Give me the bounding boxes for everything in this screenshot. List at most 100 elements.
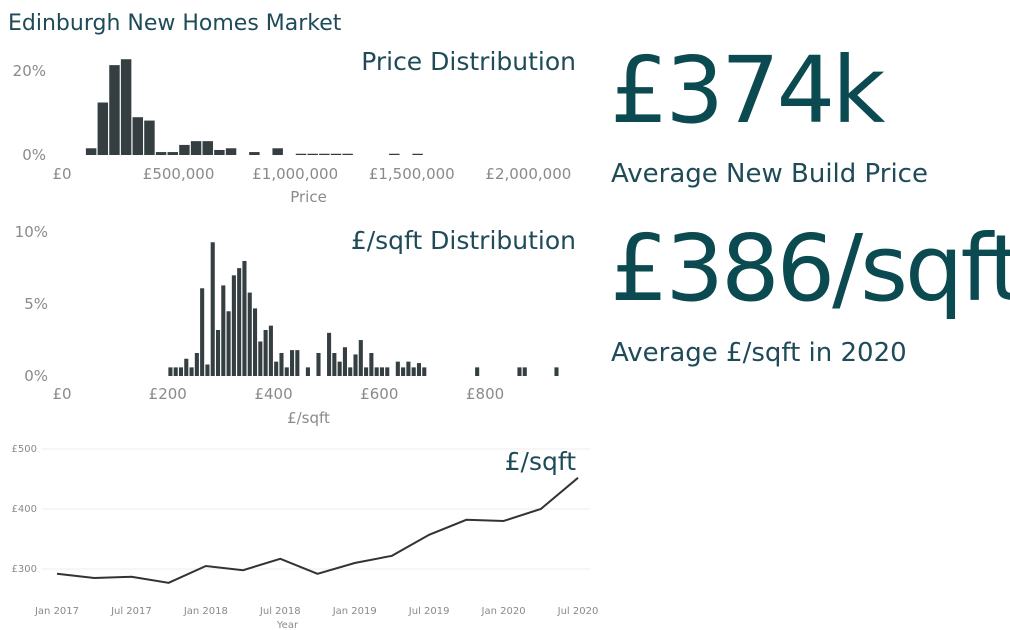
y-tick-label: 20% xyxy=(13,62,46,80)
histogram-bar xyxy=(247,292,252,376)
histogram-bar xyxy=(210,242,215,376)
histogram-bar xyxy=(189,367,194,376)
x-tick-label: £1,000,000 xyxy=(252,165,338,183)
x-tick-label: Jul 2019 xyxy=(408,606,450,617)
histogram-bar xyxy=(353,354,358,376)
histogram-bar xyxy=(305,367,310,376)
histogram-bar xyxy=(144,120,155,155)
x-tick-label: £600 xyxy=(360,385,398,403)
histogram-bar xyxy=(385,367,390,376)
histogram-bar xyxy=(316,352,321,376)
histogram-bar xyxy=(342,153,353,155)
histogram-bar xyxy=(330,153,342,155)
histogram-bar xyxy=(389,153,400,155)
histogram-bar xyxy=(225,148,237,155)
histogram-bar xyxy=(522,367,527,376)
histogram-bar xyxy=(97,102,109,155)
x-tick-label: £500,000 xyxy=(143,165,215,183)
histogram-bar xyxy=(295,350,300,376)
histogram-bar xyxy=(155,152,167,155)
x-tick-label: £2,000,000 xyxy=(485,165,571,183)
histogram-bar xyxy=(268,325,273,376)
histogram-bar xyxy=(178,367,184,376)
histogram-bar xyxy=(231,275,236,376)
histogram-bar xyxy=(416,363,422,376)
y-tick-label: 10% xyxy=(15,223,48,241)
x-tick-label: £0 xyxy=(52,165,71,183)
histogram-bar xyxy=(258,341,263,376)
histogram-bar xyxy=(237,268,242,376)
histogram-bar xyxy=(263,329,268,376)
x-axis-label: £/sqft xyxy=(287,409,330,427)
histogram-bar xyxy=(221,285,226,376)
histogram-bar xyxy=(215,329,221,376)
histogram-bar xyxy=(337,361,342,376)
x-axis-label: Price xyxy=(290,188,327,206)
histogram-bar xyxy=(214,149,225,155)
page-title: Edinburgh New Homes Market xyxy=(8,11,342,36)
histogram-bar xyxy=(358,340,363,376)
histogram-bar xyxy=(395,361,400,376)
kpi-label: Average £/sqft in 2020 xyxy=(611,338,907,368)
histogram-bar xyxy=(379,367,385,376)
histogram-bar xyxy=(554,367,559,376)
histogram-bar xyxy=(109,65,120,155)
x-tick-label: Jan 2018 xyxy=(183,606,228,617)
histogram-bar xyxy=(517,367,522,376)
histogram-bar xyxy=(307,153,318,155)
histogram-bar xyxy=(279,352,284,376)
histogram-bar xyxy=(412,153,423,155)
x-tick-label: £800 xyxy=(466,385,504,403)
x-tick-label: £1,500,000 xyxy=(369,165,455,183)
histogram-bar xyxy=(202,141,213,155)
chart-title: £/sqft Distribution xyxy=(351,226,576,255)
histogram-bar xyxy=(168,367,173,376)
histogram-bar xyxy=(422,367,427,376)
kpi-value: £386/sqft xyxy=(610,215,1010,322)
histogram-bar xyxy=(327,332,332,376)
histogram-bar xyxy=(332,352,337,376)
histogram-bar xyxy=(369,352,374,376)
histogram-bar xyxy=(120,59,132,155)
x-tick-label: Jan 2020 xyxy=(481,606,526,617)
x-tick-label: £200 xyxy=(149,385,187,403)
histogram-bar xyxy=(200,288,205,376)
kpi-value: £374k xyxy=(610,37,886,144)
x-tick-label: Jul 2018 xyxy=(259,606,301,617)
x-tick-label: Jan 2017 xyxy=(34,606,79,617)
kpi-label: Average New Build Price xyxy=(611,159,928,189)
histogram-bar xyxy=(194,352,199,376)
histogram-bar xyxy=(406,361,411,376)
histogram-bar xyxy=(205,364,210,376)
histogram-bar xyxy=(348,367,353,376)
histogram-bar xyxy=(252,308,258,376)
histogram-bar xyxy=(190,141,202,155)
histogram-bar xyxy=(475,367,480,376)
histogram-bar xyxy=(179,144,190,155)
line xyxy=(56,477,579,584)
y-tick-label: £500 xyxy=(12,444,37,455)
histogram-bar xyxy=(290,350,295,376)
histogram-bar xyxy=(132,117,144,155)
x-tick-label: Jul 2017 xyxy=(110,606,152,617)
y-tick-label: 0% xyxy=(24,367,48,385)
histogram-bar xyxy=(272,148,283,155)
histogram-bar xyxy=(85,148,97,155)
histogram-bar xyxy=(274,361,279,376)
chart-title: Price Distribution xyxy=(361,47,576,76)
x-axis-label: Year xyxy=(276,620,299,630)
histogram-bar xyxy=(342,347,347,376)
histogram-bar xyxy=(242,260,247,376)
x-tick-label: £400 xyxy=(254,385,292,403)
histogram-bar xyxy=(284,367,289,376)
histogram-bar xyxy=(319,153,330,155)
y-tick-label: 5% xyxy=(24,295,48,313)
histogram-bar xyxy=(184,358,189,376)
histogram-bar xyxy=(374,367,379,376)
x-tick-label: £0 xyxy=(52,385,71,403)
histogram-bar xyxy=(364,367,369,376)
histogram-bar xyxy=(226,311,231,376)
histogram-bar xyxy=(173,367,178,376)
